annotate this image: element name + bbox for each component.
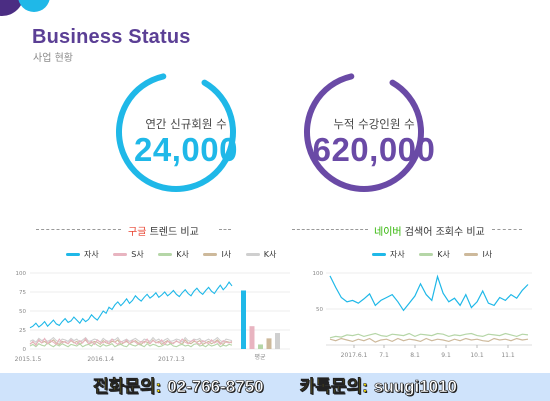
x-tick-label: 2015.1.5 [15,356,42,363]
kakao-label: 카톡문의: [299,377,368,397]
legend-label: K사 [263,250,277,259]
legend-swatch [245,253,260,256]
y-tick-label: 50 [19,309,26,315]
y-tick-label: 0 [23,347,27,353]
bar-category-label: 평균 [254,353,266,361]
x-tick-label: 8.1 [410,352,420,359]
stat-label-new-members: 연간 신규회원 수 [145,117,227,131]
naver-chart-title-highlight: 네이버 [374,227,402,238]
google-chart-title-rest: 트렌드 비교 [146,227,199,238]
title-divider-left-end [219,229,231,230]
corner-decoration-icon [0,0,50,16]
x-tick-label: 7.1 [379,352,389,359]
page-title: Business Status [32,26,191,48]
y-tick-label: 75 [19,290,26,296]
legend-item: K사 [245,249,277,260]
legend-label: K사 [437,250,450,259]
legend-item: S사 [113,249,144,260]
stat-label-total-students: 누적 수강인원 수 [333,117,415,131]
stat-ring-members [116,72,236,192]
y-tick-label: 100 [16,271,27,277]
naver-chart-title-rest: 검색어 조회수 비교 [401,227,485,238]
naver-chart-title: 네이버 검색어 조회수 비교 [370,223,489,238]
series-line-K사 [329,332,529,339]
legend-swatch [464,253,479,256]
legend-label: S사 [131,250,144,259]
legend-item: 자사 [66,249,99,260]
legend-label: 자사 [390,250,405,259]
contact-bar: 전화문의: 02-766-8750 카톡문의: suugi1010 [0,373,550,401]
series-line-자사 [29,281,233,329]
average-bar-S사 [249,326,255,349]
stat-value-new-members: 24,000 [134,131,238,168]
naver-search-chart: 50 100 2017.6.1 7.1 8.1 9.1 10.1 11.1 [313,271,532,359]
average-bar-K사 [258,344,263,349]
legend-label: I사 [482,250,493,259]
y-tick-label: 100 [313,271,324,277]
x-tick-label: 2016.1.4 [87,356,114,363]
legend-swatch [419,253,434,256]
stat-value-total-students: 620,000 [312,131,436,168]
average-bar-자사 [241,290,246,349]
series-line-K사 [29,342,233,348]
naver-chart-legend: 자사 K사 I사 [372,249,504,260]
x-tick-label: 11.1 [501,352,515,359]
series-line-S사 [29,337,233,347]
series-line-I사 [329,337,529,343]
legend-swatch [113,253,128,256]
average-bar-I사 [266,338,272,349]
x-tick-label: 2017.6.1 [341,352,368,359]
legend-item: K사 [158,249,189,260]
google-trend-chart: 0 25 50 75 100 2015.1.5 2016.1.4 2017.1.3 평균 [15,271,290,363]
legend-swatch [158,253,173,256]
stat-ring-students [304,72,424,192]
x-tick-label: 10.1 [470,352,484,359]
title-divider-left [36,229,121,230]
legend-swatch [66,253,80,256]
legend-swatch [203,253,218,256]
kakao-id[interactable]: suugi1010 [373,377,458,397]
legend-label: K사 [176,250,189,259]
legend-item: I사 [464,249,492,260]
google-chart-legend: 자사 S사 K사 I사 K사 [66,249,288,260]
legend-swatch [372,253,386,256]
series-line-K사 [29,336,233,344]
average-bar-K사 [275,333,280,349]
x-tick-label: 2017.1.3 [158,356,185,363]
y-tick-label: 50 [316,307,323,313]
google-chart-title: 구글 트렌드 비교 [124,223,203,238]
legend-label: 자사 [84,250,99,259]
title-divider-right [292,229,368,230]
legend-item: I사 [203,249,231,260]
x-tick-label: 9.1 [441,352,451,359]
page-subtitle: 사업 현황 [33,53,73,64]
y-tick-label: 25 [19,328,26,334]
google-chart-title-highlight: 구글 [128,227,147,238]
legend-item: K사 [419,249,450,260]
phone-number[interactable]: 02-766-8750 [167,377,264,397]
phone-label: 전화문의: [92,377,162,397]
series-line-자사 [329,274,529,312]
legend-label: I사 [221,250,232,259]
title-divider-right-end [492,229,522,230]
legend-item: 자사 [372,249,405,260]
